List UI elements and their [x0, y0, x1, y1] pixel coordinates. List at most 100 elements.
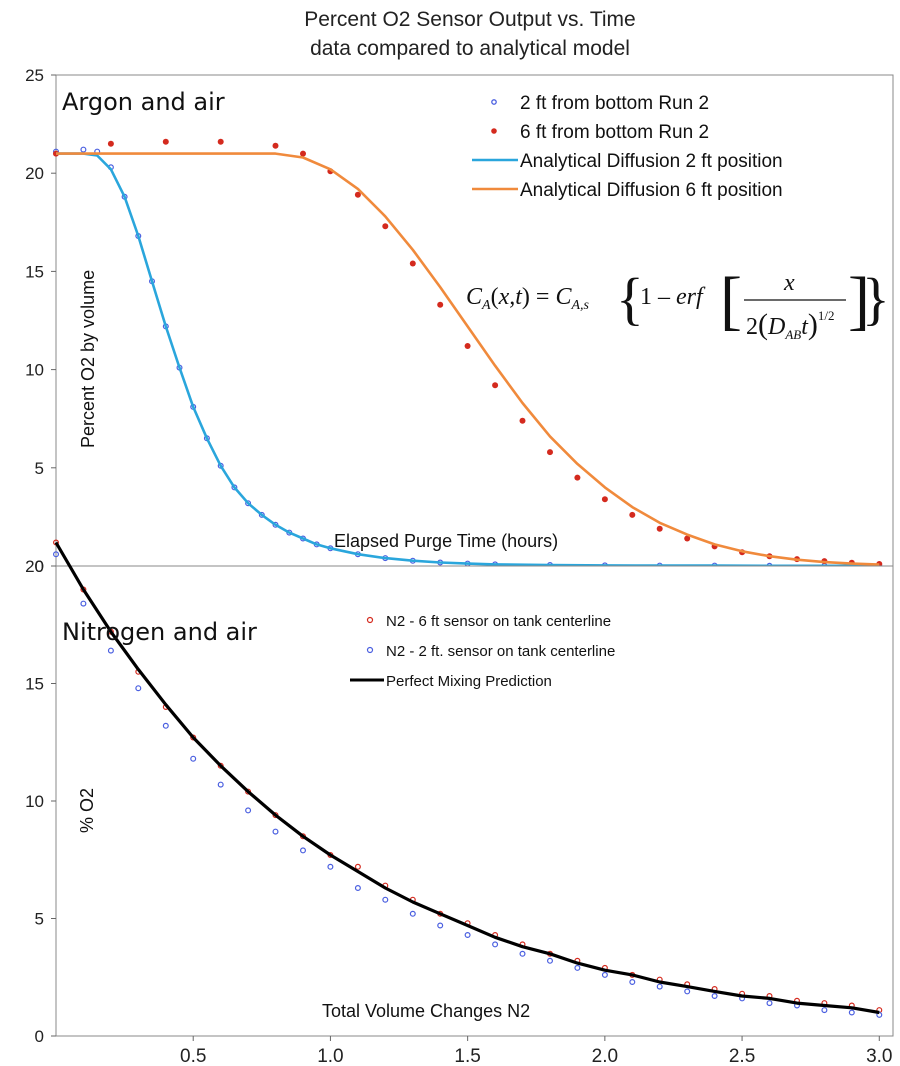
top-series-1-point	[464, 343, 471, 349]
top-y-tick-label-0: 0	[35, 557, 44, 576]
equation-one-minus: 1 – erf	[640, 284, 706, 310]
bottom-x-tick-label-1.5: 1.5	[454, 1046, 480, 1066]
top-y-tick-label-25: 25	[25, 66, 44, 85]
top-series-1-point	[574, 474, 581, 481]
bottom-series-1-point	[437, 922, 444, 929]
bottom-series-1-point	[656, 983, 663, 990]
equation-right-brace: }	[862, 266, 890, 331]
top-series-1-point	[492, 382, 499, 389]
bottom-series-0-point	[217, 762, 224, 769]
bottom-x-tick-label-2.5: 2.5	[729, 1046, 755, 1066]
bottom-y-ticks: 20 15 10 5 0	[25, 557, 56, 1046]
bottom-series-1-point	[245, 807, 252, 814]
equation-right-bracket: ]	[848, 264, 870, 337]
top-series-1-point	[354, 191, 361, 198]
top-series-1-point	[382, 223, 389, 230]
top-series-3-line	[56, 152, 880, 566]
bottom-series-1-point	[519, 950, 526, 957]
erf-equation: CA(x,t) = CA,s { 1 – erf [ x 2(DABt)1/2 …	[466, 264, 890, 342]
bottom-series-1-point	[601, 971, 608, 978]
bottom-series-1-point	[629, 978, 636, 985]
bottom-series-1-point	[327, 863, 334, 870]
top-series-1-point	[629, 511, 636, 518]
top-x-axis-label: Elapsed Purge Time (hours)	[334, 531, 558, 551]
top-series-1-point	[601, 496, 608, 503]
bottom-panel: 20 15 10 5 0 0.5 1.0 1.5 2.0 2.5 3.0 Nitrogen and…	[25, 539, 894, 1066]
top-legend-label-analytical-2ft: Analytical Diffusion 2 ft position	[520, 151, 783, 172]
bottom-series-layer	[52, 539, 883, 1018]
bottom-x-axis-label: Total Volume Changes N2	[322, 1001, 530, 1021]
bottom-y-tick-label-5: 5	[35, 910, 44, 929]
top-series-layer	[52, 138, 883, 569]
bottom-x-tick-label-0.5: 0.5	[180, 1046, 206, 1066]
top-y-axis-label: Percent O2 by volume	[78, 270, 98, 448]
top-series-1-point	[300, 150, 306, 157]
bottom-y-tick-label-10: 10	[25, 792, 44, 811]
top-y-tick-label-20: 20	[25, 164, 44, 183]
top-series-1-point	[437, 301, 444, 308]
top-legend-swatch-6ft	[491, 128, 497, 134]
equation-numerator: x	[783, 270, 795, 296]
bottom-x-tick-label-1.0: 1.0	[317, 1046, 343, 1066]
top-plot-area	[55, 74, 894, 567]
bottom-legend: N2 - 6 ft sensor on tank centerline N2 -…	[350, 613, 615, 690]
equation-left-bracket: [	[720, 264, 742, 337]
bottom-y-tick-label-20: 20	[25, 557, 44, 576]
bottom-y-tick-label-0: 0	[35, 1027, 44, 1046]
bottom-y-tick-label-15: 15	[25, 675, 44, 694]
bottom-series-1-point	[190, 755, 197, 762]
bottom-legend-swatch-2ft	[366, 646, 374, 654]
equation-left-brace: {	[616, 266, 644, 331]
top-legend: 2 ft from bottom Run 2 6 ft from bottom …	[472, 93, 783, 201]
bottom-series-1-point	[821, 1007, 828, 1014]
bottom-series-0-point	[354, 863, 361, 870]
bottom-series-1-point	[464, 931, 471, 938]
top-series-1-point	[107, 140, 114, 147]
bottom-legend-swatch-6ft	[366, 616, 374, 624]
bottom-series-1-point	[135, 685, 142, 692]
bottom-series-1-point	[409, 910, 416, 917]
bottom-x-ticks: 0.5 1.0 1.5 2.0 2.5 3.0	[180, 1036, 892, 1066]
top-series-1-point	[272, 142, 279, 149]
top-series-0-point	[258, 511, 265, 518]
top-panel-label: Argon and air	[62, 88, 225, 116]
bottom-legend-label-6ft: N2 - 6 ft sensor on tank centerline	[386, 613, 611, 630]
top-series-1-point	[217, 138, 224, 145]
bottom-series-1-point	[848, 1009, 855, 1016]
bottom-series-1-point	[574, 964, 581, 971]
bottom-x-tick-label-3.0: 3.0	[866, 1046, 892, 1066]
top-series-1-point	[162, 138, 169, 145]
top-series-1-point	[547, 449, 553, 456]
top-series-1-point	[684, 535, 691, 542]
top-y-tick-label-5: 5	[35, 459, 44, 478]
top-legend-label-analytical-6ft: Analytical Diffusion 6 ft position	[520, 180, 783, 201]
top-series-1-point	[409, 260, 416, 267]
top-legend-label-2ft: 2 ft from bottom Run 2	[520, 93, 709, 114]
bottom-series-1-point	[492, 941, 499, 948]
bottom-series-1-point	[300, 847, 307, 854]
bottom-legend-label-mixing: Perfect Mixing Prediction	[386, 673, 552, 690]
bottom-x-tick-label-2.0: 2.0	[592, 1046, 618, 1066]
bottom-series-1-point	[217, 781, 224, 788]
chart-title-line2: data compared to analytical model	[310, 37, 630, 60]
top-y-ticks: 25 20 15 10 5 0	[25, 66, 56, 576]
bottom-series-1-point	[272, 828, 279, 835]
bottom-series-1-point	[546, 957, 553, 964]
top-series-0-point	[80, 146, 87, 153]
bottom-series-1-point	[766, 1000, 773, 1007]
bottom-series-2-line	[54, 541, 880, 1015]
bottom-series-1-point	[684, 988, 691, 995]
bottom-series-1-point	[711, 992, 718, 999]
top-series-2-line	[56, 152, 880, 568]
bottom-series-1-point	[80, 600, 87, 607]
bottom-plot-area	[55, 565, 894, 1037]
bottom-series-1-point	[52, 551, 59, 558]
bottom-series-1-point	[107, 647, 114, 654]
top-series-1-point	[656, 525, 663, 532]
top-y-tick-label-10: 10	[25, 361, 44, 380]
bottom-series-1-point	[354, 884, 361, 891]
bottom-series-1-point	[162, 722, 169, 729]
top-series-0-point	[245, 500, 252, 507]
